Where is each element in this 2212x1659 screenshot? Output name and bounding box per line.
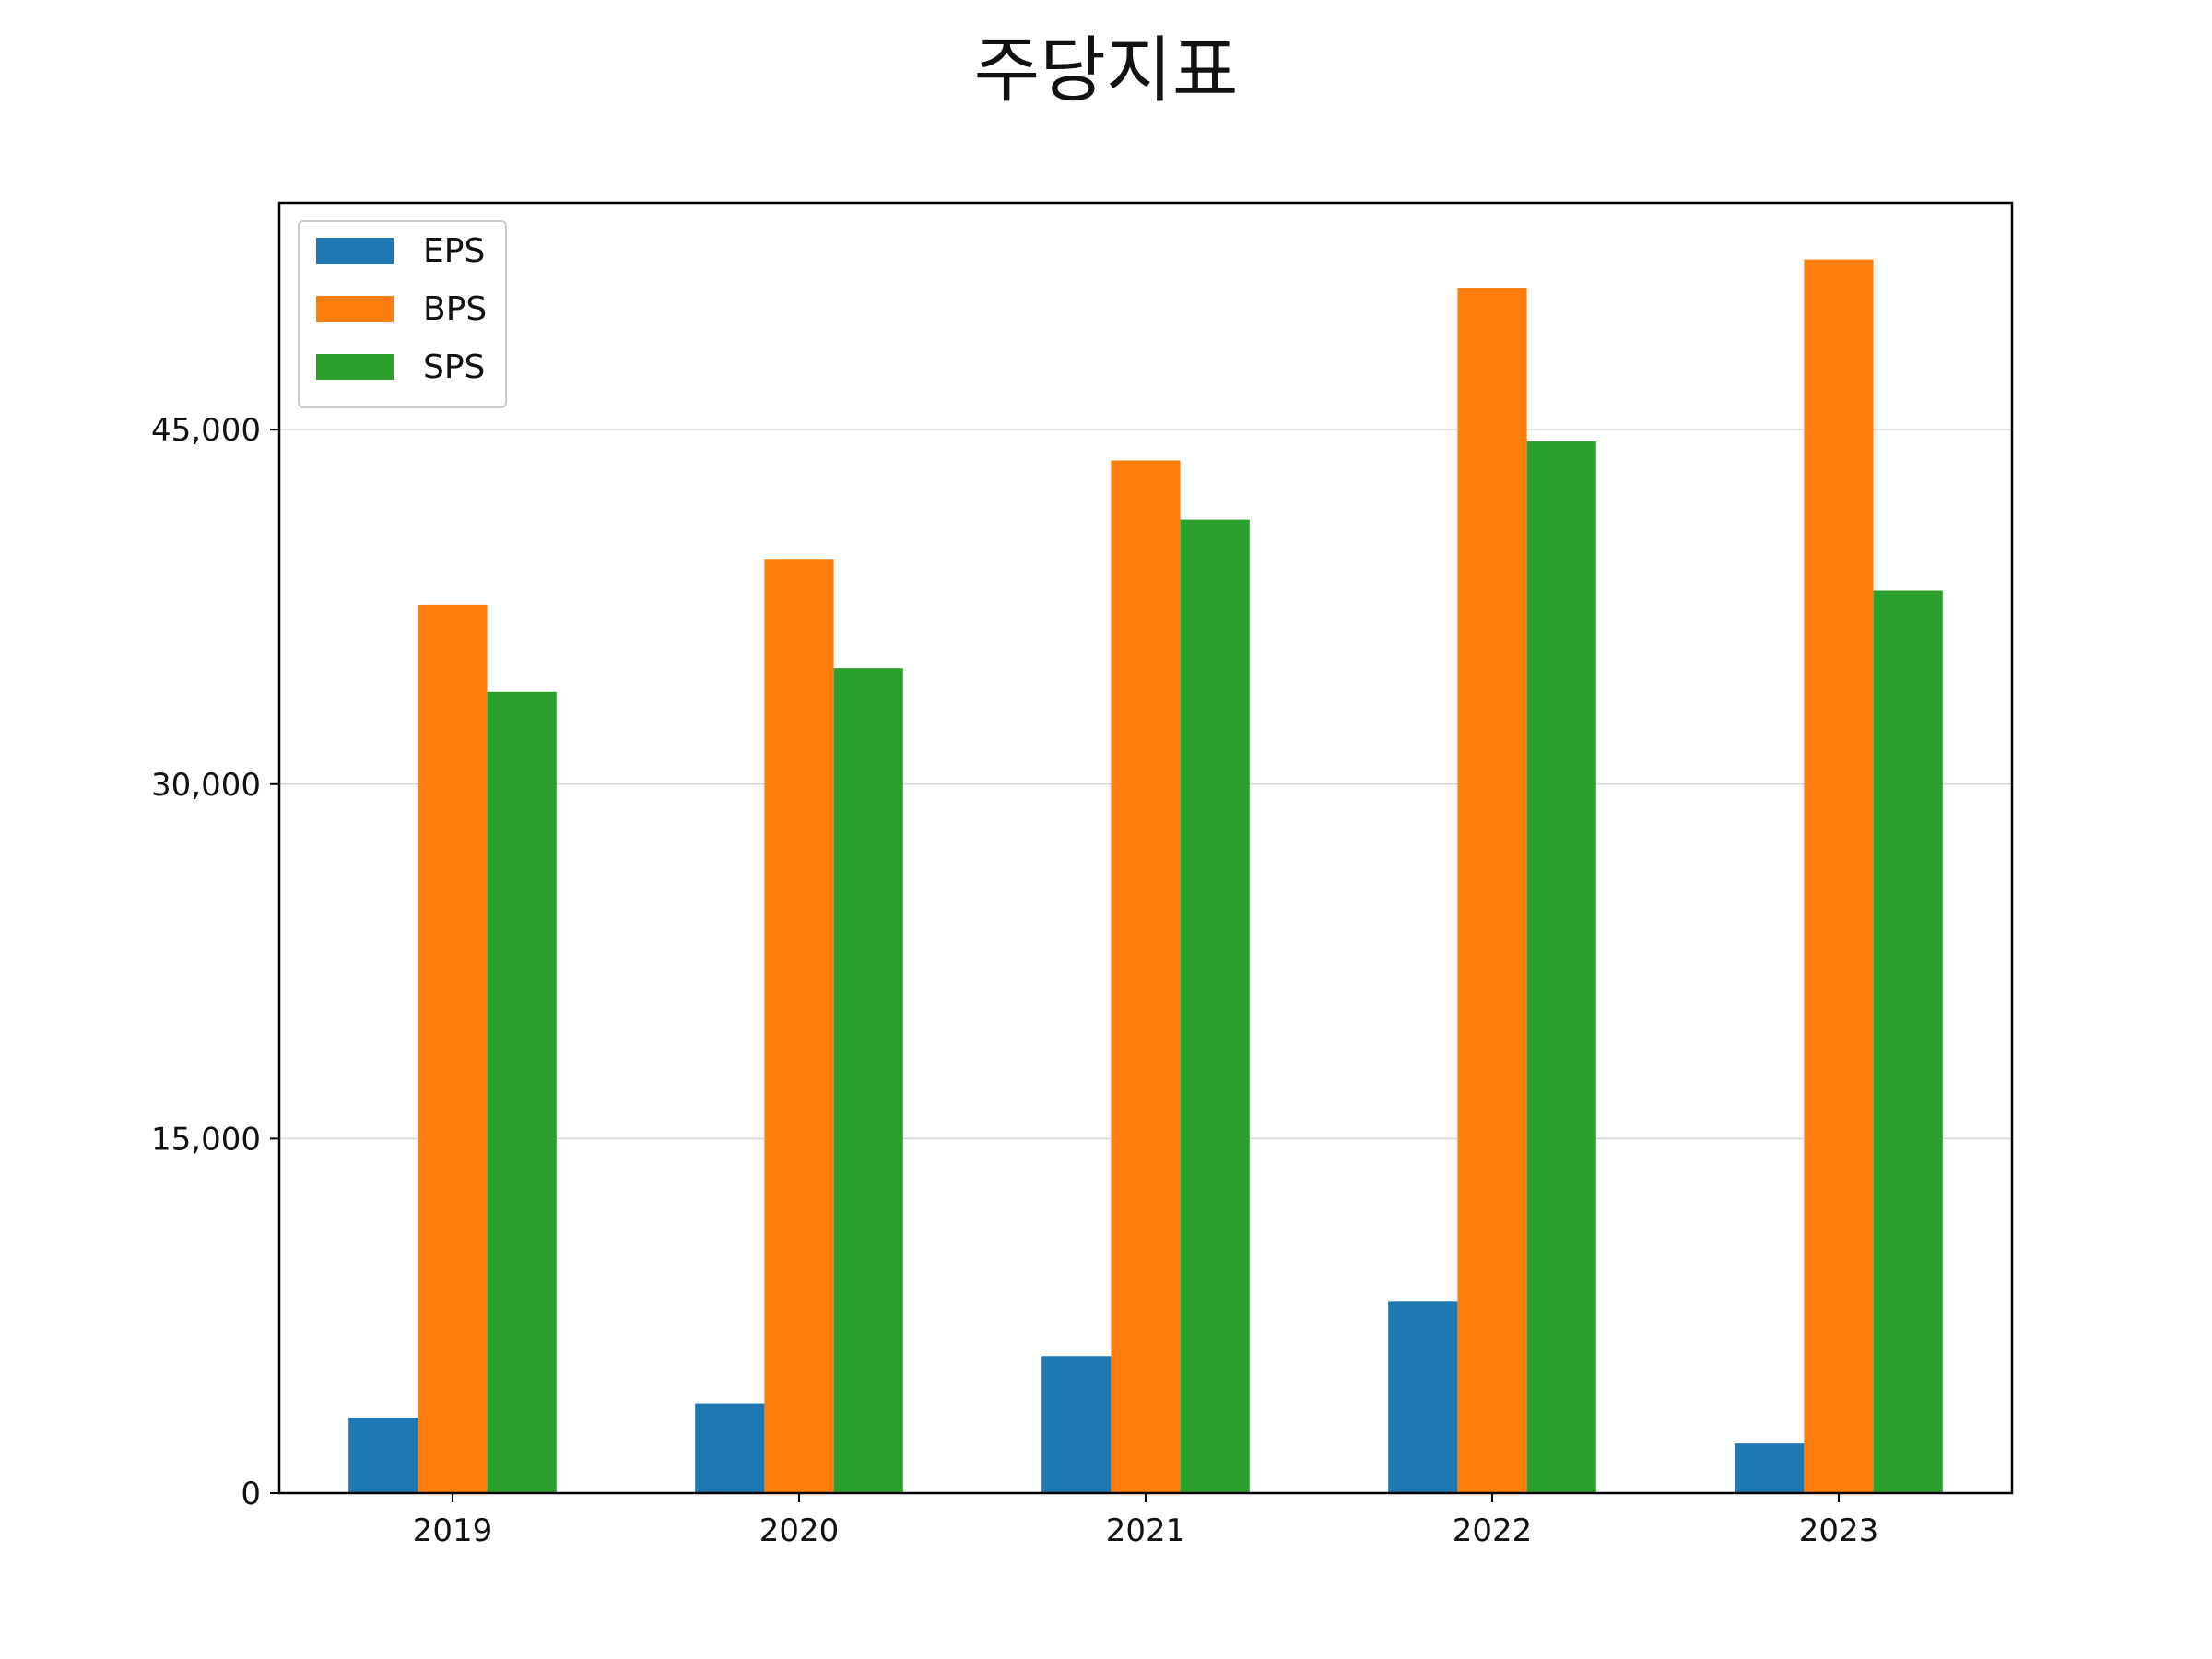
y-tick-label: 45,000 [151,412,261,449]
x-tick-label: 2022 [1453,1512,1533,1549]
bar-eps [695,1403,765,1493]
x-axis: 2019 2020 2021 2022 2023 [413,1493,1879,1549]
x-tick-label: 2019 [413,1512,493,1549]
bar-sps [1180,519,1250,1493]
legend-label-bps: BPS [423,290,487,328]
bar-eps [348,1417,418,1493]
x-tick-label: 2020 [759,1512,840,1549]
y-tick-label: 0 [241,1476,261,1512]
legend-label-eps: EPS [423,232,485,270]
y-axis: 0 15,000 30,000 45,000 [151,412,279,1512]
bars [348,259,1943,1494]
bar-sps [1873,590,1943,1493]
legend-label-sps: SPS [423,348,485,386]
bar-bps [1111,460,1181,1493]
legend: EPS BPS SPS [298,220,507,408]
bar-bps [418,604,488,1493]
y-tick-label: 30,000 [151,767,261,804]
y-tick-label: 15,000 [151,1121,261,1158]
legend-swatch-bps [316,296,394,322]
legend-swatch-sps [316,354,394,380]
x-tick-label: 2021 [1106,1512,1186,1549]
bar-eps [1041,1356,1112,1493]
x-tick-label: 2023 [1799,1512,1879,1549]
bar-bps [764,559,834,1493]
bar-sps [833,668,903,1493]
bar-sps [487,691,557,1493]
bar-sps [1526,441,1596,1493]
legend-swatch-eps [316,238,394,264]
bar-eps [1735,1443,1805,1493]
chart-title: 주당지표 [973,29,1239,112]
bar-bps [1804,259,1874,1493]
bar-eps [1388,1301,1458,1493]
bar-bps [1457,288,1527,1494]
